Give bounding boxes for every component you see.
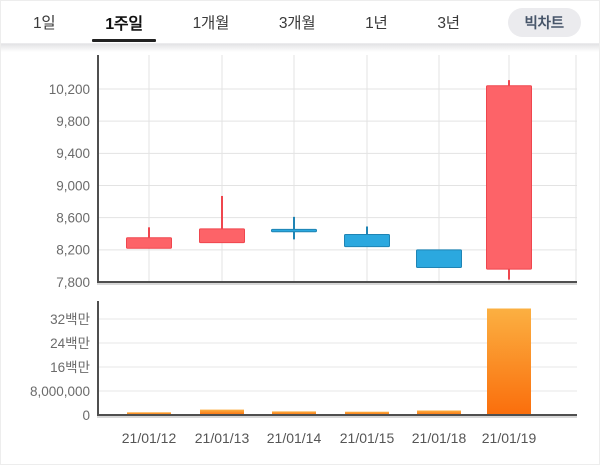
volume-tick-label: 32백만 — [50, 312, 90, 327]
tab-1-day[interactable]: 1일 — [31, 1, 57, 43]
period-tabbar: 1일 1주일 1개월 3개월 1년 3년 빅차트 — [1, 1, 599, 43]
big-chart-button[interactable]: 빅차트 — [507, 7, 581, 37]
volume-bar-21-01-14 — [272, 411, 316, 415]
candle-body — [126, 237, 172, 249]
tab-1-month[interactable]: 1개월 — [191, 1, 232, 43]
volume-bar-21-01-13 — [200, 409, 244, 415]
volume-tick-label: 16백만 — [50, 360, 90, 375]
tabbar-divider — [1, 43, 599, 52]
price-tick-label: 9,400 — [56, 146, 90, 161]
candle-21-01-19 — [486, 80, 532, 280]
tab-1-week[interactable]: 1주일 — [92, 1, 156, 43]
volume-bar-21-01-19 — [487, 308, 531, 415]
price-tick-label: 8,200 — [56, 243, 90, 258]
candle-21-01-18 — [416, 249, 462, 269]
candle-21-01-13 — [199, 195, 245, 244]
stock-chart-svg: 10,200 9,800 9,400 9,000 8,600 8,200 7,800 32백만… — [30, 55, 577, 446]
volume-tick-label: 24백만 — [50, 336, 90, 351]
date-label: 21/01/15 — [340, 430, 395, 446]
volume-tick-label: 8,000,000 — [30, 384, 90, 399]
candle-body — [344, 234, 390, 248]
volume-bar-21-01-18 — [417, 410, 461, 415]
price-tick-label: 7,800 — [56, 275, 90, 290]
volume-tick-label: 0 — [82, 408, 90, 423]
date-label: 21/01/12 — [122, 430, 177, 446]
date-label: 21/01/19 — [482, 430, 537, 446]
tab-3-month[interactable]: 3개월 — [277, 1, 318, 43]
date-label: 21/01/18 — [412, 430, 467, 446]
date-label: 21/01/14 — [267, 430, 322, 446]
candle-body — [199, 228, 245, 244]
volume-bar-21-01-15 — [345, 411, 389, 415]
candle-body — [486, 85, 532, 270]
candle-21-01-14 — [271, 216, 317, 240]
candle-body — [416, 249, 462, 269]
candle-21-01-15 — [344, 226, 390, 248]
price-tick-label: 10,200 — [49, 82, 90, 97]
candle-21-01-12 — [126, 227, 172, 249]
candle-body — [271, 228, 317, 233]
chart-area: 10,200 9,800 9,400 9,000 8,600 8,200 7,800 32백만… — [1, 43, 599, 464]
price-tick-label: 9,800 — [56, 114, 90, 129]
tab-1-year[interactable]: 1년 — [363, 1, 389, 43]
tab-3-year[interactable]: 3년 — [435, 1, 461, 43]
date-label: 21/01/13 — [195, 430, 250, 446]
price-tick-label: 9,000 — [56, 178, 90, 193]
price-tick-label: 8,600 — [56, 210, 90, 225]
volume-bar-21-01-12 — [127, 412, 171, 415]
